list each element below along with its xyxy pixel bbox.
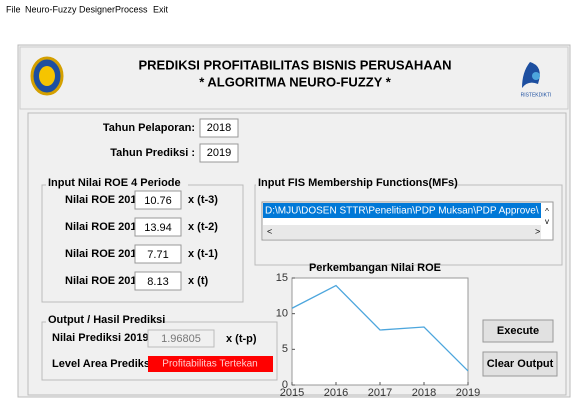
menu-item[interactable]: Exit: [153, 4, 169, 14]
input-value: 7.71: [147, 249, 168, 261]
label: Nilai ROE 2018: [65, 275, 143, 287]
list-selection: [263, 203, 541, 218]
group-title: Input FIS Membership Functions(MFs): [258, 177, 458, 189]
input-value: 10.76: [144, 195, 172, 207]
label: Nilai Prediksi 2019: [52, 332, 149, 344]
button[interactable]: [482, 319, 554, 343]
menu-item[interactable]: Neuro-Fuzzy Designer: [25, 4, 115, 14]
subtitle: * ALGORITMA NEURO-FUZZY *: [199, 74, 392, 89]
group-title: Input Nilai ROE 4 Periode: [48, 177, 181, 189]
level-box: [148, 356, 273, 372]
scroll-arrow[interactable]: v: [545, 217, 549, 226]
data-line: [291, 284, 469, 372]
group-title-bg: [256, 177, 448, 189]
plot-area: [291, 277, 469, 386]
chart: 0 5 10 15 2015 2016 2017 2018 2019: [276, 272, 480, 399]
input-value: 2019: [207, 147, 231, 159]
label: Nilai ROE 2016: [65, 221, 143, 233]
input[interactable]: [199, 118, 239, 138]
output-value: 1.96805: [161, 333, 201, 345]
logo-left: [30, 56, 64, 96]
scroll-arrow[interactable]: <: [267, 226, 272, 236]
group-box: [41, 321, 278, 381]
input[interactable]: [134, 190, 182, 210]
input[interactable]: [134, 217, 182, 237]
label: Nilai ROE 2015: [65, 194, 143, 206]
x-tick-label: 2016: [324, 387, 348, 399]
x-tick-label: 2017: [368, 387, 392, 399]
label: Level Area Prediksi: [52, 358, 153, 370]
label: x (t-2): [188, 221, 218, 233]
input-value: 13.94: [144, 222, 172, 234]
y-tick-label: 0: [282, 379, 288, 391]
button[interactable]: [482, 351, 558, 377]
h-scrollbar[interactable]: [263, 225, 541, 239]
x-tick-label: 2019: [456, 387, 480, 399]
y-tick-label: 5: [282, 343, 288, 355]
y-tick-label: 10: [276, 308, 288, 320]
output-field: [147, 329, 215, 348]
y-tick-label: 15: [276, 272, 288, 284]
input[interactable]: [134, 244, 182, 264]
roe-rows: Nilai ROE 2015 10.76 x (t-3) Nilai ROE 2016…: [65, 190, 218, 291]
list-item[interactable]: D:\MJU\DOSEN STTR\Penelitian\PDP Muksan\…: [265, 206, 539, 217]
label: Tahun Pelaporan:: [103, 122, 195, 134]
header-panel: [19, 46, 569, 110]
input[interactable]: [134, 271, 182, 291]
group-title-bg: [46, 314, 150, 326]
x-tick-label: 2018: [412, 387, 436, 399]
label: Tahun Prediksi :: [110, 147, 195, 159]
label: x (t-1): [188, 248, 218, 260]
level-value: Profitabilitas Tertekan: [162, 359, 257, 370]
title: PREDIKSI PROFITABILITAS BISNIS PERUSAHAA…: [139, 57, 452, 72]
menu-item[interactable]: File: [6, 4, 21, 14]
menu-bar: File Neuro-Fuzzy Designer Process Exit: [6, 4, 169, 14]
chart-title: Perkembangan Nilai ROE: [309, 262, 441, 274]
scroll-arrow[interactable]: ^: [545, 207, 549, 216]
input-value: 8.13: [147, 276, 168, 288]
logo-right: RISTEKDIKTI: [521, 62, 552, 98]
label: x (t-p): [226, 333, 257, 345]
button-label: Execute: [497, 325, 539, 337]
label: x (t-3): [188, 194, 218, 206]
group-title-bg: [46, 177, 188, 189]
x-tick-label: 2015: [280, 387, 304, 399]
scroll-arrow[interactable]: >: [535, 226, 540, 236]
logo-text: RISTEKDIKTI: [521, 92, 552, 98]
menu-item[interactable]: Process: [115, 4, 148, 14]
button-label: Clear Output: [487, 358, 554, 370]
label: x (t): [188, 275, 209, 287]
input-value: 2018: [207, 122, 231, 134]
input[interactable]: [199, 143, 239, 163]
group-title: Output / Hasil Prediksi: [48, 314, 165, 326]
label: Nilai ROE 2017: [65, 248, 143, 260]
